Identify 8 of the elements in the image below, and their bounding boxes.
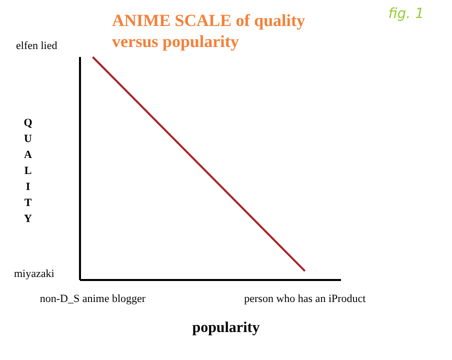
text: miyazaki bbox=[14, 268, 54, 280]
x-axis-title: popularity bbox=[191, 320, 261, 337]
y-axis-title: QUALITY bbox=[22, 116, 34, 227]
x-tick-label: non-D_S anime blogger bbox=[40, 293, 146, 305]
chart-title: ANIME SCALE of quality versus popularity bbox=[112, 10, 306, 52]
x-tick-label: person who has an iProduct bbox=[244, 293, 366, 305]
text: elfen lied bbox=[16, 40, 58, 52]
caption: fig. 1 bbox=[388, 6, 424, 22]
